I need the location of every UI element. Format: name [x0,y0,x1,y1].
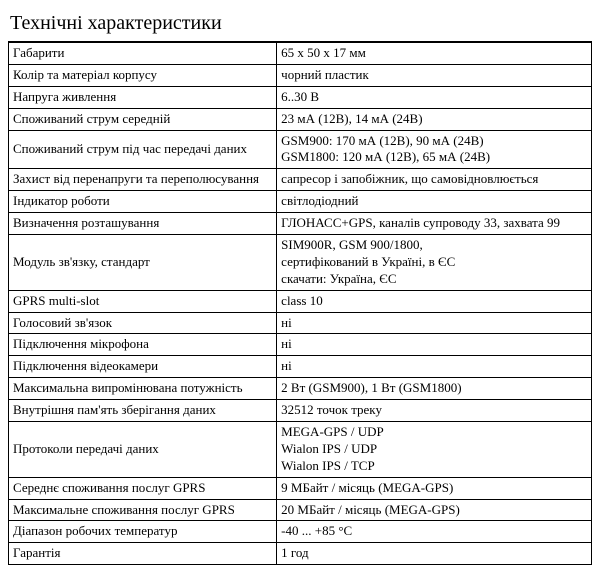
spec-value: 6..30 В [277,86,592,108]
spec-label: Габарити [9,43,277,65]
spec-value: 23 мА (12В), 14 мА (24В) [277,108,592,130]
spec-value: ГЛОНАСС+GPS, каналів супроводу 33, захва… [277,213,592,235]
spec-label: Максимальна випромінювана потужність [9,378,277,400]
spec-value: ні [277,334,592,356]
spec-label: Голосовий зв'язок [9,312,277,334]
spec-value-line: скачати: Україна, ЄС [281,271,587,288]
spec-label: Колір та матеріал корпусу [9,64,277,86]
spec-value-line: MEGA-GPS / UDP [281,424,587,441]
spec-label: Напруга живлення [9,86,277,108]
table-row: Голосовий зв'язокні [9,312,592,334]
table-row: Колір та матеріал корпусучорний пластик [9,64,592,86]
spec-value-line: Wialon IPS / UDP [281,441,587,458]
table-row: Габарити65 x 50 x 17 мм [9,43,592,65]
spec-value: SIM900R, GSM 900/1800,сертифікований в У… [277,235,592,291]
table-row: Напруга живлення6..30 В [9,86,592,108]
spec-label: Підключення мікрофона [9,334,277,356]
spec-value: GSM900: 170 мА (12В), 90 мА (24В)GSM1800… [277,130,592,169]
spec-value: ні [277,312,592,334]
table-row: Протоколи передачі данихMEGA-GPS / UDPWi… [9,422,592,478]
spec-label: Споживаний струм під час передачі даних [9,130,277,169]
spec-label: Максимальне споживання послуг GPRS [9,499,277,521]
spec-label: Визначення розташування [9,213,277,235]
spec-value-line: GSM900: 170 мА (12В), 90 мА (24В) [281,133,587,150]
spec-value: 65 x 50 x 17 мм [277,43,592,65]
specs-table: Габарити65 x 50 x 17 ммКолір та матеріал… [8,42,592,565]
table-row: Підключення відеокамерині [9,356,592,378]
table-title: Технічні характеристики [8,8,592,42]
table-row: GPRS multi-slotclass 10 [9,290,592,312]
table-row: Гарантія1 год [9,543,592,565]
spec-value: class 10 [277,290,592,312]
spec-label: Середнє споживання послуг GPRS [9,477,277,499]
table-row: Внутрішня пам'ять зберігання даних32512 … [9,400,592,422]
table-row: Підключення мікрофонані [9,334,592,356]
spec-label: GPRS multi-slot [9,290,277,312]
table-row: Індикатор роботисвітлодіодний [9,191,592,213]
table-row: Модуль зв'язку, стандартSIM900R, GSM 900… [9,235,592,291]
spec-label: Протоколи передачі даних [9,422,277,478]
table-row: Максимальне споживання послуг GPRS20 МБа… [9,499,592,521]
spec-label: Споживаний струм середній [9,108,277,130]
spec-label: Модуль зв'язку, стандарт [9,235,277,291]
spec-label: Підключення відеокамери [9,356,277,378]
spec-label: Діапазон робочих температур [9,521,277,543]
spec-value: сапресор і запобіжник, що самовідновлюєт… [277,169,592,191]
spec-value-line: GSM1800: 120 мА (12В), 65 мА (24В) [281,149,587,166]
table-row: Споживаний струм під час передачі данихG… [9,130,592,169]
spec-value: 1 год [277,543,592,565]
table-row: Захист від перенапруги та переполюсуванн… [9,169,592,191]
spec-value: 20 МБайт / місяць (MEGA-GPS) [277,499,592,521]
spec-label: Захист від перенапруги та переполюсуванн… [9,169,277,191]
table-row: Середнє споживання послуг GPRS9 МБайт / … [9,477,592,499]
spec-label: Індикатор роботи [9,191,277,213]
spec-value: -40 ... +85 °C [277,521,592,543]
spec-value-line: Wialon IPS / TCP [281,458,587,475]
spec-value: 2 Вт (GSM900), 1 Вт (GSM1800) [277,378,592,400]
table-row: Споживаний струм середній23 мА (12В), 14… [9,108,592,130]
table-row: Максимальна випромінювана потужність2 Вт… [9,378,592,400]
spec-value: 32512 точок треку [277,400,592,422]
spec-label: Внутрішня пам'ять зберігання даних [9,400,277,422]
spec-value: ні [277,356,592,378]
spec-value: 9 МБайт / місяць (MEGA-GPS) [277,477,592,499]
spec-label: Гарантія [9,543,277,565]
spec-value: світлодіодний [277,191,592,213]
spec-value-line: сертифікований в Україні, в ЄС [281,254,587,271]
spec-value-line: SIM900R, GSM 900/1800, [281,237,587,254]
table-row: Діапазон робочих температур-40 ... +85 °… [9,521,592,543]
spec-value: чорний пластик [277,64,592,86]
spec-value: MEGA-GPS / UDPWialon IPS / UDPWialon IPS… [277,422,592,478]
table-row: Визначення розташуванняГЛОНАСС+GPS, кана… [9,213,592,235]
